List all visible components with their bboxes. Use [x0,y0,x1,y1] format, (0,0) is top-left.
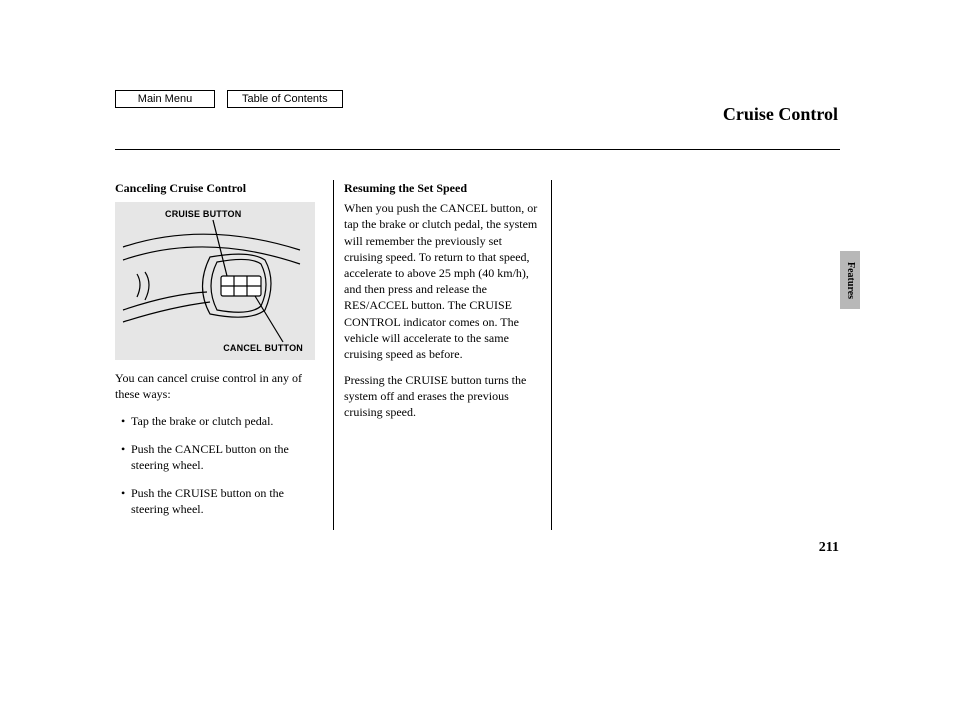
toc-button[interactable]: Table of Contents [227,90,343,108]
column-3 [551,180,761,530]
page-number: 211 [819,540,839,556]
main-menu-button[interactable]: Main Menu [115,90,215,108]
content-columns: Canceling Cruise Control CRUISE BUTTON [115,150,840,530]
list-item: Tap the brake or clutch pedal. [121,413,323,429]
list-item: Push the CRUISE button on the steering w… [121,485,323,517]
column-1: Canceling Cruise Control CRUISE BUTTON [115,180,333,530]
diagram-label-cancel: CANCEL BUTTON [223,342,303,354]
section-tab-label: Features [845,262,856,299]
col1-bullets: Tap the brake or clutch pedal. Push the … [115,413,323,518]
col2-para2: Pressing the CRUISE button turns the sys… [344,372,543,421]
steering-wheel-svg [115,202,315,360]
col1-intro: You can cancel cruise control in any of … [115,370,323,402]
list-item: Push the CANCEL button on the steering w… [121,441,323,473]
col2-para1: When you push the CANCEL button, or tap … [344,200,543,362]
col2-heading: Resuming the Set Speed [344,180,543,196]
col1-heading: Canceling Cruise Control [115,180,323,196]
column-2: Resuming the Set Speed When you push the… [333,180,551,530]
manual-page: Main Menu Table of Contents Cruise Contr… [115,90,840,530]
steering-wheel-diagram: CRUISE BUTTON [115,202,315,360]
page-title: Cruise Control [115,104,840,125]
